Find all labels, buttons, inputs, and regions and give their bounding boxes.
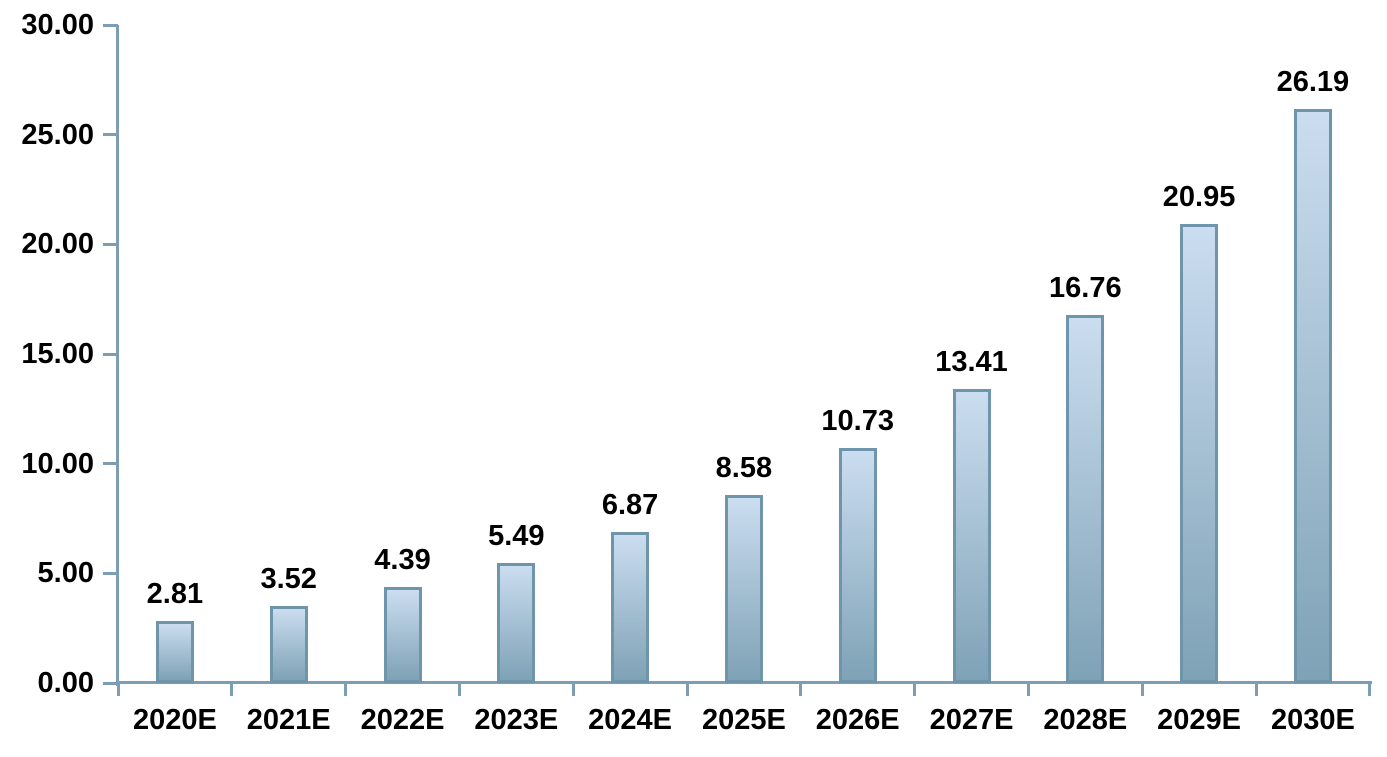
x-tick-mark [116,683,120,696]
bar-value-label: 4.39 [374,543,431,576]
bar-value-label: 2.81 [146,578,204,611]
bar-value-label: 10.73 [821,404,894,437]
y-tick-mark [103,133,118,137]
x-tick-mark [344,683,348,696]
y-tick-mark [103,462,118,466]
x-axis-label: 2029E [1157,704,1242,736]
bar-value-label: 6.87 [601,489,659,522]
y-tick-label: 0.00 [37,667,94,699]
bar-value-label: 16.76 [1049,272,1122,305]
y-tick-mark [103,681,118,685]
y-axis-line [116,25,119,686]
x-tick-mark [457,683,461,696]
y-tick-label: 30.00 [21,9,94,41]
bar-value-label: 3.52 [260,562,317,595]
bar-value-label: 26.19 [1276,65,1350,98]
bar [952,388,991,683]
bar-value-label: 13.41 [935,345,1008,378]
x-axis-label: 2028E [1043,704,1128,736]
y-tick-mark [103,352,118,356]
bar [1293,108,1332,683]
bar [155,621,194,683]
x-axis-label: 2023E [474,704,559,736]
x-tick-mark [685,683,689,696]
y-tick-label: 20.00 [21,228,94,261]
y-tick-mark [103,571,118,575]
bar [838,447,877,683]
x-tick-mark [799,683,803,696]
x-tick-mark [1140,683,1144,696]
x-axis-label: 2027E [929,704,1014,736]
x-axis-label: 2026E [815,704,900,736]
bar-value-label: 20.95 [1162,180,1236,213]
y-tick-label: 5.00 [37,557,94,590]
bar-value-label: 5.49 [488,519,545,552]
x-tick-mark [571,683,575,696]
bar [724,494,763,683]
y-tick-mark [103,23,118,27]
x-tick-mark [913,683,917,696]
x-tick-mark [1254,683,1258,696]
y-tick-mark [103,242,118,246]
bar [611,532,650,683]
x-axis-label: 2020E [132,704,217,736]
x-tick-mark [1368,683,1372,696]
x-tick-mark [230,683,234,696]
bar [383,586,422,683]
x-axis-label: 2022E [360,704,445,736]
x-axis-label: 2024E [588,704,673,736]
x-tick-mark [1026,683,1030,696]
x-axis-label: 2030E [1270,704,1355,736]
y-tick-label: 15.00 [21,338,94,370]
bar [497,562,536,683]
y-tick-label: 10.00 [21,447,94,480]
bar [1066,315,1105,683]
bar-value-label: 8.58 [715,451,773,484]
bar [1180,223,1219,683]
x-axis-label: 2021E [246,704,331,736]
y-tick-label: 25.00 [21,118,94,151]
x-axis-label: 2025E [701,704,786,736]
bar [269,605,308,683]
